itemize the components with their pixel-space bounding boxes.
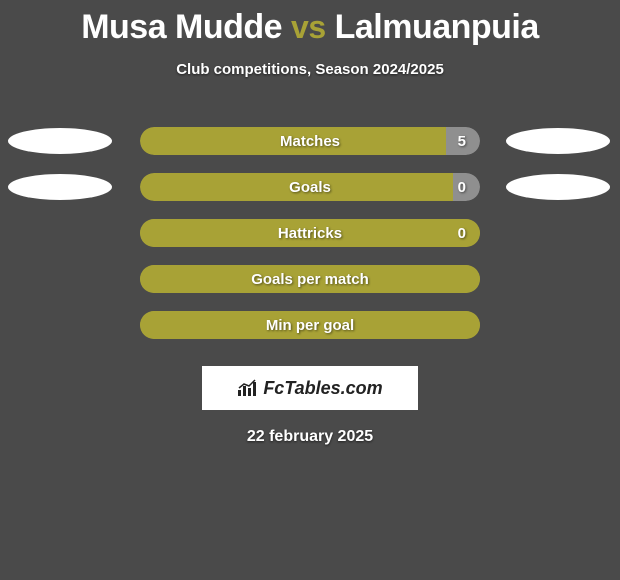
stat-bar: Goals per match (140, 265, 480, 293)
stat-label: Min per goal (140, 317, 480, 334)
date-text: 22 february 2025 (0, 428, 620, 446)
fctables-logo: FcTables.com (202, 366, 418, 410)
player2-marker (506, 174, 610, 200)
stat-bar: Matches5 (140, 127, 480, 155)
stat-label: Goals (140, 179, 480, 196)
stat-row: Min per goal (0, 302, 620, 348)
player1-marker (8, 174, 112, 200)
stat-row: Matches5 (0, 118, 620, 164)
subtitle: Club competitions, Season 2024/2025 (0, 61, 620, 78)
logo-text: FcTables.com (263, 378, 382, 399)
stat-row: Goals per match (0, 256, 620, 302)
stat-bar: Goals0 (140, 173, 480, 201)
stat-label: Hattricks (140, 225, 480, 242)
stats-chart: Matches5Goals0Hattricks0Goals per matchM… (0, 118, 620, 348)
stat-bar: Hattricks0 (140, 219, 480, 247)
player2-name: Lalmuanpuia (335, 8, 539, 46)
stat-label: Matches (140, 133, 480, 150)
stat-row: Hattricks0 (0, 210, 620, 256)
stat-value: 0 (458, 179, 466, 196)
player1-name: Musa Mudde (81, 8, 282, 46)
stat-value: 0 (458, 225, 466, 242)
comparison-title: Musa Mudde vs Lalmuanpuia (0, 0, 620, 47)
stat-value: 5 (458, 133, 466, 150)
stat-bar: Min per goal (140, 311, 480, 339)
stat-label: Goals per match (140, 271, 480, 288)
player2-marker (506, 128, 610, 154)
player1-marker (8, 128, 112, 154)
vs-label: vs (291, 9, 326, 45)
chart-icon (237, 379, 259, 397)
stat-row: Goals0 (0, 164, 620, 210)
